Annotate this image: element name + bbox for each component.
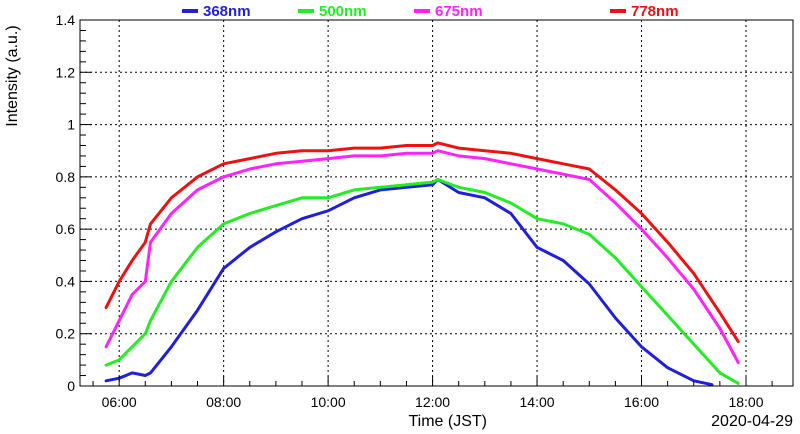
x-axis-label: Time (JST) xyxy=(408,413,487,430)
x-tick-label: 10:00 xyxy=(311,394,346,410)
x-tick-label: 08:00 xyxy=(206,394,241,410)
y-tick-label: 1.4 xyxy=(56,12,76,28)
x-tick-label: 14:00 xyxy=(520,394,555,410)
legend-label: 368nm xyxy=(203,3,251,20)
y-tick-label: 1 xyxy=(67,117,75,133)
series-line-368nm xyxy=(104,178,714,387)
x-tick-label: 16:00 xyxy=(624,394,659,410)
series-layer xyxy=(104,141,740,387)
ticks: 06:00 08:00 10:00 12:00 14:00 16:00 18:00 0 0.2 0… xyxy=(56,12,773,410)
y-tick-label: 0.8 xyxy=(56,169,76,185)
date-label: 2020-04-29 xyxy=(711,413,793,430)
grid xyxy=(80,20,793,386)
y-tick-label: 0.6 xyxy=(56,221,76,237)
series-line-778nm xyxy=(104,141,740,344)
y-tick-label: 0.4 xyxy=(56,273,76,289)
x-tick-label: 06:00 xyxy=(102,394,137,410)
y-axis-label: Intensity (a.u.) xyxy=(4,25,21,126)
y-tick-label: 1.2 xyxy=(56,64,76,80)
series-line-500nm xyxy=(104,178,740,385)
legend-label: 500nm xyxy=(319,3,367,20)
x-tick-label: 12:00 xyxy=(415,394,450,410)
legend-label: 778nm xyxy=(631,3,679,20)
series-line-675nm xyxy=(104,149,740,364)
legend-label: 675nm xyxy=(435,3,483,20)
plot-frame xyxy=(79,19,794,387)
x-tick-label: 18:00 xyxy=(728,394,763,410)
legend: 368nm 500nm 675nm 778nm xyxy=(182,3,679,20)
y-tick-label: 0 xyxy=(67,378,75,394)
y-tick-label: 0.2 xyxy=(56,326,76,342)
